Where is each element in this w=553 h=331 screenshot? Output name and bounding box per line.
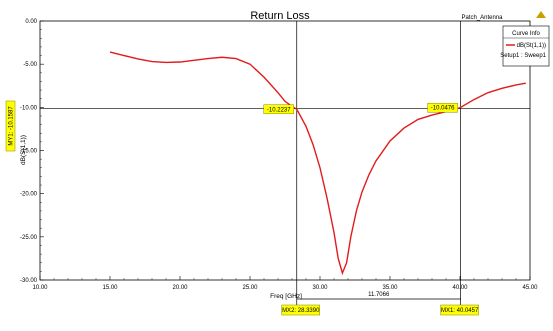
y-tick-label: -10.00 — [20, 105, 38, 111]
marker-box-text: -10.2237 — [267, 107, 291, 113]
x-tick-label: 15.00 — [102, 285, 118, 291]
marker-y-value-1[interactable]: -10.2237 — [263, 104, 294, 115]
marker-box-text: MX2: 28.3390 — [282, 308, 320, 314]
y-tick-label: -20.00 — [20, 192, 38, 198]
marker-box-bg — [427, 102, 458, 113]
marker-box-bg — [281, 304, 320, 316]
marker-box-text: MX1: 40.0457 — [441, 308, 479, 314]
x-tick-label: 30.00 — [312, 285, 328, 291]
x-tick-label: 20.00 — [172, 285, 188, 291]
legend-entry-sublabel: Setup1 : Sweep1 — [500, 53, 546, 59]
legend-title: Curve Info — [512, 31, 540, 37]
x-axis-label: Freq [GHz] — [270, 293, 302, 300]
y-tick-label: -15.00 — [20, 149, 38, 155]
project-name: Patch_Antenna — [461, 15, 503, 21]
my1-marker-text: MY1: -10.1587 — [9, 106, 15, 146]
x-tick-label: 10.00 — [32, 285, 48, 291]
x-tick-label: 35.00 — [382, 285, 398, 291]
marker-boxes: 11.7066 -10.2237 MX2: 28.3390 -10.0476 MX1: … — [263, 102, 479, 316]
marker-x-value-1[interactable]: MX2: 28.3390 — [281, 304, 320, 316]
x-tick-label: 25.00 — [242, 285, 258, 291]
chart-title: Return Loss — [250, 10, 310, 22]
marker-delta-value: 11.7066 — [368, 292, 390, 298]
marker-y-value-2[interactable]: -10.0476 — [427, 102, 458, 113]
x-tick-label: 45.00 — [522, 285, 538, 291]
y-tick-label: 0.00 — [25, 19, 37, 25]
marker-box-bg — [440, 304, 479, 316]
y-tick-label: -30.00 — [20, 278, 38, 284]
legend-entry-label: dB(St(1,1)) — [517, 43, 546, 49]
marker-x-value-2[interactable]: MX1: 40.0457 — [440, 304, 479, 316]
y-axis-label: dB(S(1,1)) — [20, 135, 27, 165]
marker-box-text: -10.0476 — [431, 106, 455, 112]
series-line-dbst11 — [109, 51, 526, 276]
plot-area — [39, 20, 531, 281]
marker-box-bg — [263, 104, 294, 115]
y-tick-label: -5.00 — [23, 62, 37, 68]
y-tick-label: -25.00 — [20, 235, 38, 241]
ansys-logo-icon — [536, 11, 546, 18]
my1-marker-label[interactable]: MY1: -10.1587 — [5, 100, 16, 152]
legend[interactable]: Curve Info dB(St(1,1)) Setup1 : Sweep1 — [500, 25, 550, 67]
